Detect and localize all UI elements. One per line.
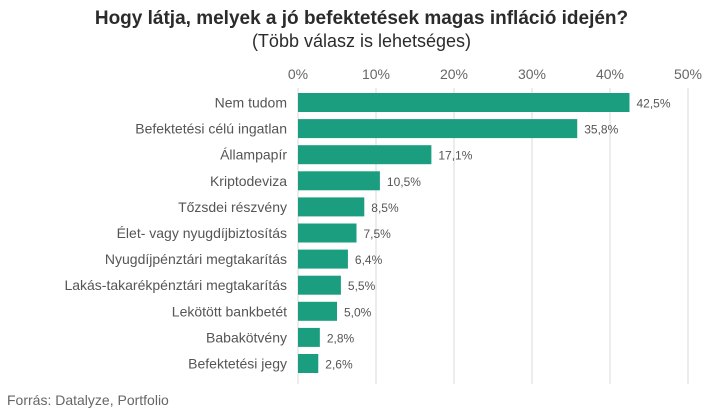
value-label: 5,0% bbox=[344, 305, 372, 319]
bar bbox=[298, 93, 630, 112]
category-label: Lakás-takarékpénztári megtakarítás bbox=[64, 277, 287, 293]
category-label: Nem tudom bbox=[215, 95, 287, 111]
x-tick-label: 10% bbox=[362, 66, 390, 82]
bar bbox=[298, 197, 365, 217]
category-label: Lekötött bankbetét bbox=[172, 303, 287, 319]
value-label: 8,5% bbox=[371, 201, 399, 215]
category-label: Élet- vagy nyugdíjbiztosítás bbox=[117, 225, 287, 241]
value-label: 2,6% bbox=[325, 358, 353, 372]
value-label: 10,5% bbox=[387, 175, 421, 189]
chart-subtitle: (Több válasz is lehetséges) bbox=[251, 31, 472, 51]
x-tick-label: 40% bbox=[596, 66, 624, 82]
x-tick-label: 20% bbox=[440, 66, 468, 82]
bar bbox=[298, 119, 578, 139]
value-label: 6,4% bbox=[355, 253, 383, 267]
value-label: 7,5% bbox=[364, 227, 392, 241]
x-tick-label: 50% bbox=[674, 66, 702, 82]
category-label: Befektetési célú ingatlan bbox=[135, 121, 287, 137]
category-label: Állampapír bbox=[220, 147, 287, 163]
bar bbox=[298, 145, 432, 165]
bar bbox=[298, 249, 348, 269]
value-label: 35,8% bbox=[584, 123, 618, 137]
value-label: 17,1% bbox=[438, 149, 472, 163]
bar bbox=[298, 171, 380, 191]
bar bbox=[298, 275, 341, 295]
category-label: Babakötvény bbox=[206, 329, 287, 345]
category-label: Kriptodeviza bbox=[210, 173, 287, 189]
value-label: 42,5% bbox=[637, 97, 671, 111]
value-label: 5,5% bbox=[348, 279, 376, 293]
category-label: Befektetési jegy bbox=[188, 356, 287, 372]
category-label: Tőzsdei részvény bbox=[178, 199, 287, 215]
x-tick-label: 0% bbox=[288, 66, 308, 82]
x-tick-label: 30% bbox=[518, 66, 546, 82]
source-note: Forrás: Datalyze, Portfolio bbox=[7, 392, 169, 408]
bar bbox=[298, 301, 337, 321]
bar bbox=[298, 327, 320, 347]
bar bbox=[298, 223, 357, 243]
chart-title: Hogy látja, melyek a jó befektetések mag… bbox=[94, 8, 629, 29]
bar bbox=[298, 354, 319, 373]
category-label: Nyugdíjpénztári megtakarítás bbox=[105, 251, 287, 267]
value-label: 2,8% bbox=[327, 331, 355, 345]
